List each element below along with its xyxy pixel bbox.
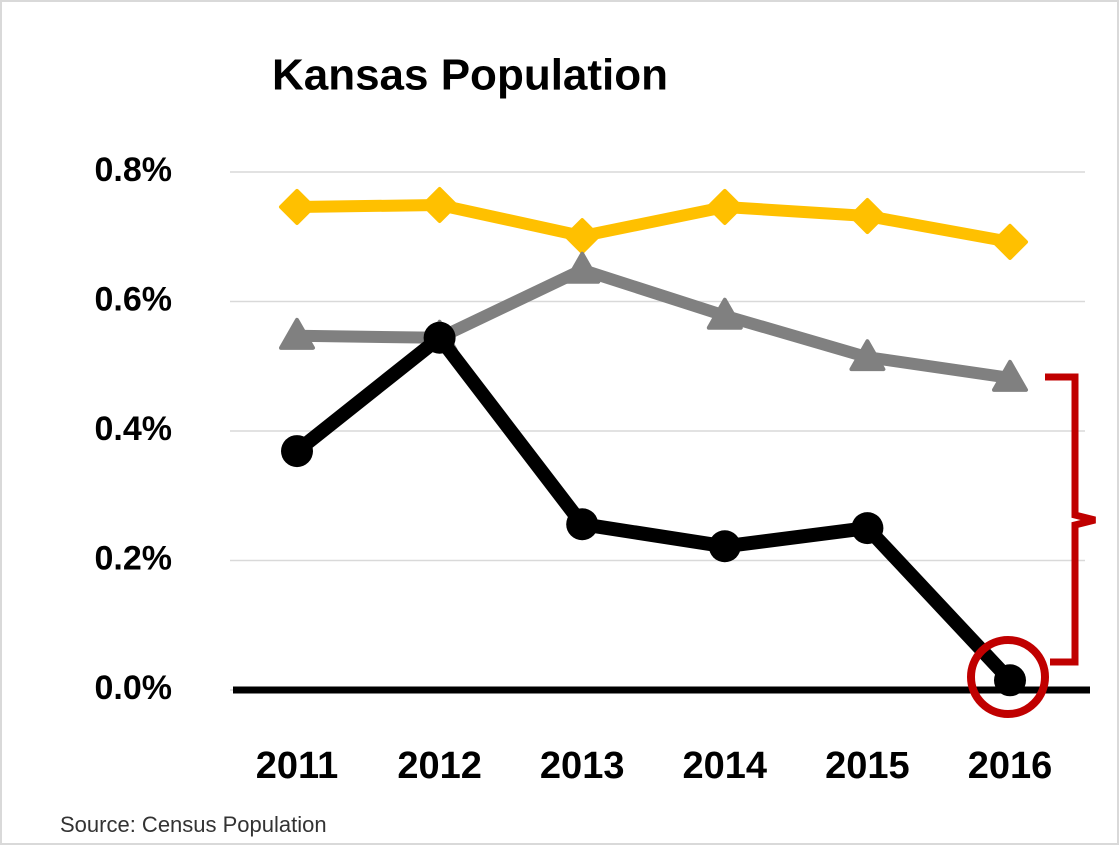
series-line xyxy=(296,263,1011,384)
y-tick-label: 0.6% xyxy=(95,280,173,318)
point-marker xyxy=(994,664,1026,697)
chart-title: Kansas Population xyxy=(272,51,668,100)
circle-annotation xyxy=(967,636,1049,718)
y-tick-label: 0.4% xyxy=(95,410,173,448)
x-tick-label: 2016 xyxy=(968,745,1053,787)
point-marker xyxy=(421,187,458,224)
point-marker xyxy=(566,508,599,541)
point-marker xyxy=(423,321,456,354)
point-marker xyxy=(279,317,315,350)
point-marker xyxy=(281,435,313,468)
y-tick-label: 0.8% xyxy=(95,151,173,189)
series-line xyxy=(296,199,1012,248)
point-marker xyxy=(992,223,1028,260)
point-marker xyxy=(706,297,743,330)
x-tick-label: 2013 xyxy=(540,745,625,787)
x-tick-label: 2011 xyxy=(256,745,338,787)
bracket-annotation xyxy=(1045,373,1096,666)
y-tick-label: 0.2% xyxy=(95,539,173,577)
point-marker xyxy=(279,188,315,225)
point-marker xyxy=(851,512,884,545)
plot xyxy=(279,187,1028,697)
x-tick-label: 2014 xyxy=(683,745,768,787)
grid: 0.0% 0.2% 0.4% 0.6% 0.8% 2011 2012 2013 2014 2015… xyxy=(95,151,1090,787)
point-marker xyxy=(564,251,601,284)
point-marker xyxy=(992,359,1028,392)
source-note: Source: Census Population xyxy=(60,812,327,837)
y-tick-label: 0.0% xyxy=(95,669,173,707)
point-marker xyxy=(849,198,886,235)
point-marker xyxy=(849,339,886,372)
series-line xyxy=(292,330,1016,686)
x-tick-label: 2015 xyxy=(825,745,910,787)
point-marker xyxy=(708,530,741,563)
x-tick-label: 2012 xyxy=(397,745,482,787)
point-marker xyxy=(706,188,743,225)
